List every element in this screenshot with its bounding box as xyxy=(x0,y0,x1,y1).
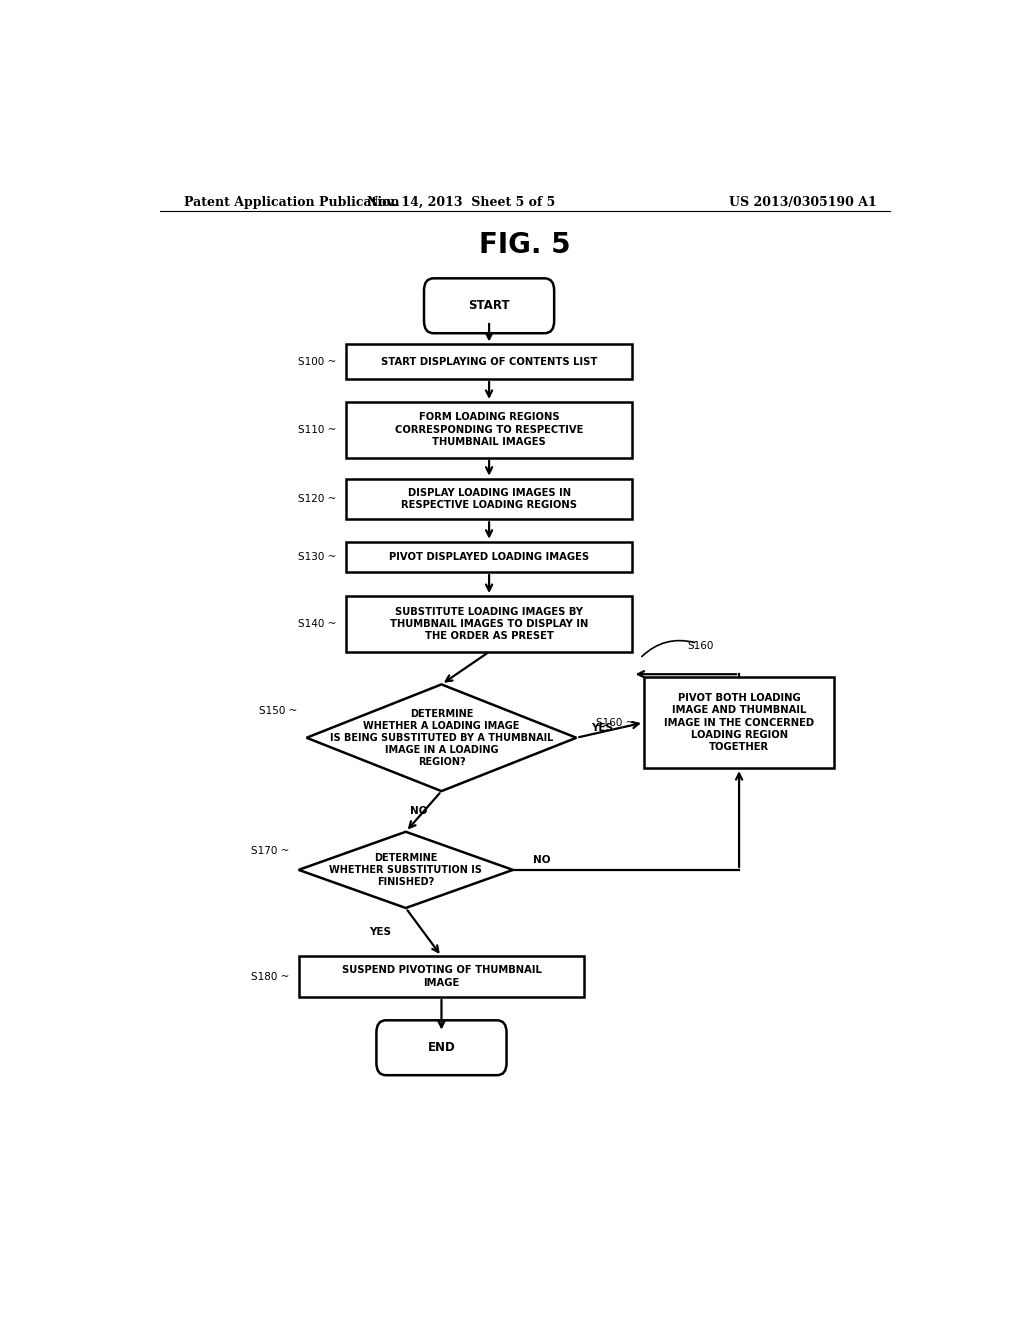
FancyBboxPatch shape xyxy=(346,479,632,519)
Text: NO: NO xyxy=(410,807,427,817)
Text: S160 ~: S160 ~ xyxy=(596,718,634,727)
Text: NO: NO xyxy=(532,855,550,865)
Text: SUSPEND PIVOTING OF THUMBNAIL
IMAGE: SUSPEND PIVOTING OF THUMBNAIL IMAGE xyxy=(342,965,542,987)
Text: DETERMINE
WHETHER A LOADING IMAGE
IS BEING SUBSTITUTED BY A THUMBNAIL
IMAGE IN A: DETERMINE WHETHER A LOADING IMAGE IS BEI… xyxy=(330,709,553,767)
Polygon shape xyxy=(299,832,513,908)
FancyBboxPatch shape xyxy=(377,1020,507,1076)
Text: Nov. 14, 2013  Sheet 5 of 5: Nov. 14, 2013 Sheet 5 of 5 xyxy=(368,195,555,209)
Text: S180 ~: S180 ~ xyxy=(251,972,289,982)
Text: END: END xyxy=(428,1041,456,1055)
Text: DETERMINE
WHETHER SUBSTITUTION IS
FINISHED?: DETERMINE WHETHER SUBSTITUTION IS FINISH… xyxy=(330,853,482,887)
Text: Patent Application Publication: Patent Application Publication xyxy=(183,195,399,209)
Text: FIG. 5: FIG. 5 xyxy=(479,231,570,259)
FancyBboxPatch shape xyxy=(346,541,632,572)
FancyBboxPatch shape xyxy=(346,401,632,458)
FancyBboxPatch shape xyxy=(346,595,632,652)
Text: FORM LOADING REGIONS
CORRESPONDING TO RESPECTIVE
THUMBNAIL IMAGES: FORM LOADING REGIONS CORRESPONDING TO RE… xyxy=(395,412,584,447)
Text: S130 ~: S130 ~ xyxy=(298,552,337,562)
Text: S110 ~: S110 ~ xyxy=(298,425,337,434)
Text: S160: S160 xyxy=(688,642,714,651)
FancyBboxPatch shape xyxy=(346,345,632,379)
Text: US 2013/0305190 A1: US 2013/0305190 A1 xyxy=(729,195,877,209)
Text: START DISPLAYING OF CONTENTS LIST: START DISPLAYING OF CONTENTS LIST xyxy=(381,356,597,367)
Text: START: START xyxy=(468,300,510,313)
Text: S150 ~: S150 ~ xyxy=(259,706,297,715)
Text: S120 ~: S120 ~ xyxy=(298,494,337,504)
Text: S170 ~: S170 ~ xyxy=(251,846,289,855)
Text: S100 ~: S100 ~ xyxy=(298,356,337,367)
FancyBboxPatch shape xyxy=(299,956,585,997)
FancyBboxPatch shape xyxy=(424,279,554,333)
Text: YES: YES xyxy=(370,927,391,937)
Text: DISPLAY LOADING IMAGES IN
RESPECTIVE LOADING REGIONS: DISPLAY LOADING IMAGES IN RESPECTIVE LOA… xyxy=(401,487,578,510)
Text: PIVOT BOTH LOADING
IMAGE AND THUMBNAIL
IMAGE IN THE CONCERNED
LOADING REGION
TOG: PIVOT BOTH LOADING IMAGE AND THUMBNAIL I… xyxy=(664,693,814,752)
Text: SUBSTITUTE LOADING IMAGES BY
THUMBNAIL IMAGES TO DISPLAY IN
THE ORDER AS PRESET: SUBSTITUTE LOADING IMAGES BY THUMBNAIL I… xyxy=(390,606,588,642)
FancyBboxPatch shape xyxy=(644,677,835,768)
Text: S140 ~: S140 ~ xyxy=(298,619,337,628)
Text: PIVOT DISPLAYED LOADING IMAGES: PIVOT DISPLAYED LOADING IMAGES xyxy=(389,552,589,562)
Text: YES: YES xyxy=(591,722,612,733)
Polygon shape xyxy=(306,684,577,791)
